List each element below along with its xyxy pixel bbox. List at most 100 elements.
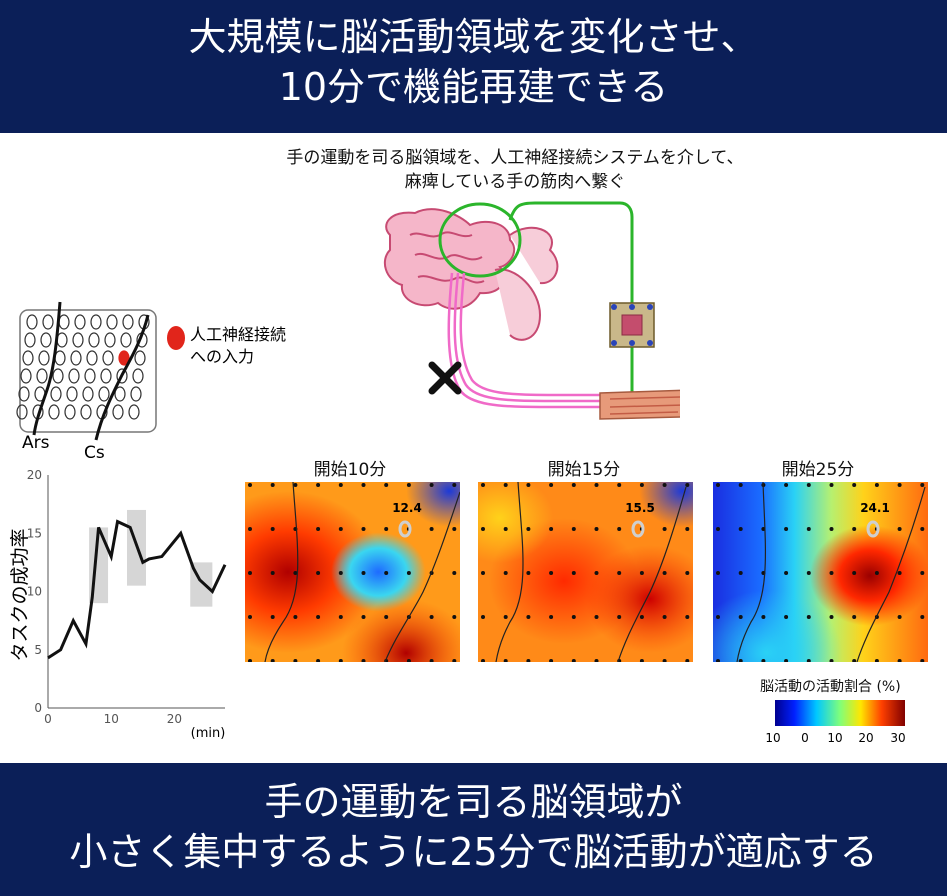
heatmap-electrode-dot: [738, 659, 743, 662]
heatmap-electrode-dot: [452, 615, 457, 619]
heatmap-electrode-dot: [617, 615, 622, 619]
heatmap-electrode-dot: [316, 571, 321, 575]
heatmap-electrode-dot: [897, 527, 902, 531]
electrode-dot: [120, 332, 132, 348]
heatmap-electrode-dot: [806, 483, 811, 487]
heatmap-electrode-dot: [384, 483, 389, 487]
colorbar-tick: 10: [827, 731, 842, 745]
heatmap-electrode-dot: [452, 571, 457, 575]
heatmap-electrode-dot: [920, 571, 925, 575]
heatmap-electrode-dot: [874, 659, 879, 662]
heatmap-electrode-dot: [852, 659, 857, 662]
heatmap-electrode-dot: [897, 659, 902, 662]
legend-text-line1: 人工神経接続: [190, 325, 286, 344]
heatmap-electrode-dot: [829, 571, 834, 575]
electrode-dot: [48, 404, 60, 420]
heatmap-electrode-dot: [685, 483, 690, 487]
electrode-dot: [128, 404, 140, 420]
electrode-dot: [134, 350, 146, 366]
electrode-dot: [70, 350, 82, 366]
heatmap-electrode-dot: [639, 571, 644, 575]
electrode-dot: [18, 386, 30, 402]
heatmap-electrode-dot: [571, 483, 576, 487]
y-tick-label: 20: [27, 468, 42, 482]
heatmap-electrode-dot: [452, 483, 457, 487]
x-tick-label: 10: [104, 712, 119, 726]
heatmap-electrode-dot: [716, 527, 720, 531]
neural-interface-device: [609, 302, 655, 348]
heatmap-electrode-dot: [338, 659, 343, 662]
y-tick-label: 0: [34, 701, 42, 715]
heatmap-electrode-dot: [338, 527, 343, 531]
electrode-dot: [72, 332, 84, 348]
heatmap-electrode-dot: [429, 659, 434, 662]
ars-sulcus-line: [32, 301, 62, 436]
heatmap-electrode-dot: [338, 483, 343, 487]
y-tick-label: 15: [27, 526, 42, 540]
heatmap-electrode-dot: [806, 615, 811, 619]
heatmap-electrode-dot: [852, 483, 857, 487]
electrode-dot: [74, 314, 86, 330]
heatmap-electrode-dot: [594, 571, 599, 575]
success-rate-line: [47, 519, 227, 660]
heatmap-electrode-dot: [503, 615, 508, 619]
y-tick-label: 5: [34, 643, 42, 657]
electrode-dot: [64, 404, 76, 420]
legend-text-line2: への入力: [190, 347, 254, 366]
heatmap-value-1: 12.4: [392, 501, 422, 515]
heatmap-electrode-dot: [384, 615, 389, 619]
electrode-dot: [98, 386, 110, 402]
electrode-dot: [38, 350, 50, 366]
electrode-dot: [22, 350, 34, 366]
heatmap-electrode-dot: [549, 527, 554, 531]
heatmap-electrode-dot: [571, 615, 576, 619]
heatmap-electrode-dot: [384, 571, 389, 575]
heatmap-electrode-dot: [526, 527, 531, 531]
heatmap-electrode-dot: [784, 615, 789, 619]
heatmap-electrode-dot: [316, 615, 321, 619]
heatmap-electrode-dot: [481, 659, 485, 662]
lesion-x-mark: [428, 361, 462, 395]
heatmap-electrode-dot: [829, 527, 834, 531]
colorbar-title: 脳活動の活動割合 (%): [760, 679, 901, 695]
heatmap-electrode-dot: [361, 659, 366, 662]
heatmap-electrode-dot: [874, 483, 879, 487]
heatmap-electrode-dot: [361, 615, 366, 619]
electrode-dot: [132, 368, 144, 384]
heatmap-electrode-dot: [738, 483, 743, 487]
heatmap-electrode-dot: [248, 527, 252, 531]
electrode-dot: [82, 386, 94, 402]
stimulation-site-marker: [398, 520, 412, 538]
heatmap-electrode-dot: [571, 571, 576, 575]
heatmap-title-1: 開始10分: [313, 460, 387, 480]
heatmap-electrode-dot: [338, 571, 343, 575]
electrode-dot: [52, 368, 64, 384]
heatmap-electrode-dots: [481, 483, 690, 662]
heatmap-electrode-dot: [503, 483, 508, 487]
neural-interface-diagram: [383, 201, 680, 420]
heatmap-electrode-dot: [617, 571, 622, 575]
heatmap-electrode-dot: [662, 527, 667, 531]
electrode-dot: [26, 314, 38, 330]
colorbar-gradient: [775, 700, 905, 726]
heatmap-electrode-dot: [503, 659, 508, 662]
header-title-line1: 大規模に脳活動領域を変化させ、: [188, 15, 759, 59]
colorbar-tick: 20: [858, 731, 873, 745]
heatmap-electrode-dot: [716, 483, 720, 487]
electrode-dot: [90, 314, 102, 330]
heatmap-electrode-dot: [806, 527, 811, 531]
heatmap-electrode-dot: [716, 615, 720, 619]
heatmap-electrode-dot: [685, 659, 690, 662]
heatmap-electrode-dot: [897, 571, 902, 575]
heatmap-electrode-dot: [852, 527, 857, 531]
heatmap-electrode-dot: [316, 659, 321, 662]
caption-line1: 手の運動を司る脳領域を、人工神経接続システムを介して、: [286, 148, 744, 168]
electrode-dot: [130, 386, 142, 402]
heatmap-electrode-dot: [429, 615, 434, 619]
electrode-dot: [112, 404, 124, 420]
x-axis-unit: (min): [191, 726, 226, 741]
footer-banner: 手の運動を司る脳領域が 小さく集中するように25分で脳活動が適応する: [0, 763, 947, 896]
colorbar-tick: 30: [890, 731, 905, 745]
heatmap-electrode-dot: [571, 527, 576, 531]
heatmap-electrode-dot: [784, 483, 789, 487]
